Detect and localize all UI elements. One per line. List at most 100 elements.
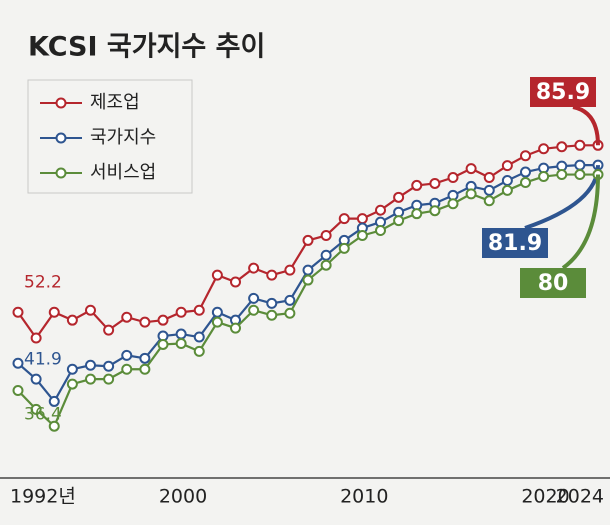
chart-title: KCSI 국가지수 추이: [28, 32, 265, 63]
x-tick-label: 2020: [521, 486, 569, 508]
data-point: [356, 213, 368, 225]
legend-marker: [55, 167, 67, 179]
legend-marker: [55, 132, 67, 144]
data-point: [139, 316, 151, 328]
data-point: [338, 213, 350, 225]
data-point: [175, 337, 187, 349]
data-point: [103, 373, 115, 385]
data-point: [501, 184, 513, 196]
data-point: [520, 166, 531, 178]
data-point: [447, 198, 459, 210]
label-connector: [572, 105, 600, 146]
data-point: [66, 314, 78, 326]
legend-label: 제조업: [90, 92, 140, 113]
data-point: [193, 345, 205, 357]
data-point: [103, 324, 115, 336]
legend-box: [27, 79, 193, 194]
data-point: [85, 373, 96, 385]
data-label: 36.4: [24, 405, 62, 425]
data-point: [66, 363, 78, 375]
data-point: [193, 304, 205, 316]
x-tick-label: 2010: [340, 486, 388, 508]
data-point: [375, 204, 386, 216]
data-point: [465, 188, 477, 200]
data-point: [284, 264, 296, 276]
label-box: [530, 77, 596, 107]
data-point: [12, 306, 24, 318]
data-point: [266, 297, 278, 309]
data-point: [574, 169, 586, 181]
legend-marker: [55, 97, 67, 109]
data-point: [284, 294, 296, 306]
data-point: [556, 141, 568, 153]
data-point: [447, 172, 459, 184]
data-point: [393, 191, 405, 203]
data-label: 52.2: [24, 272, 62, 292]
data-point: [12, 385, 24, 397]
data-point: [302, 274, 314, 286]
data-point: [139, 363, 151, 375]
data-point: [483, 184, 495, 196]
x-tick-label: 2024: [556, 486, 604, 508]
label-box: [482, 228, 548, 258]
data-point: [429, 205, 441, 217]
data-point: [538, 143, 550, 155]
data-point: [175, 306, 187, 318]
data-point: [121, 349, 133, 361]
data-point: [501, 160, 513, 172]
data-point: [356, 229, 368, 241]
data-point: [520, 150, 531, 162]
data-point: [501, 174, 513, 186]
data-point: [483, 172, 495, 184]
data-point: [248, 304, 260, 316]
data-point: [393, 215, 405, 227]
data-point: [302, 234, 314, 246]
data-point: [230, 276, 241, 288]
series-line: [17, 173, 598, 429]
data-point: [12, 357, 24, 369]
data-point: [302, 264, 314, 276]
data-point: [66, 378, 78, 390]
data-point: [483, 195, 495, 207]
data-point: [30, 332, 42, 344]
data-point: [266, 309, 278, 321]
data-point: [520, 176, 531, 188]
data-point: [411, 179, 423, 191]
data-point: [320, 249, 332, 261]
data-point: [320, 259, 332, 271]
data-point: [157, 314, 169, 326]
legend-label: 국가지수: [90, 127, 156, 148]
data-point: [48, 420, 60, 432]
data-point: [139, 352, 151, 364]
x-tick-label: 1992년: [10, 486, 76, 508]
data-point: [248, 292, 260, 304]
data-label: 41.9: [24, 349, 62, 369]
data-point: [211, 269, 223, 281]
data-point: [375, 225, 386, 237]
label-box: [520, 268, 586, 298]
data-point: [193, 331, 205, 343]
data-point: [30, 373, 42, 385]
data-point: [175, 328, 187, 340]
data-point: [48, 306, 60, 318]
data-point: [538, 171, 550, 183]
data-point: [211, 316, 223, 328]
data-point: [121, 363, 133, 375]
data-point: [85, 359, 96, 371]
data-point: [48, 395, 60, 407]
data-point: [211, 306, 223, 318]
data-point: [556, 169, 568, 181]
data-label: 85.9: [536, 80, 590, 105]
data-point: [121, 311, 133, 323]
legend-label: 서비스업: [90, 162, 156, 183]
x-tick-label: 2000: [159, 486, 207, 508]
label-connector: [561, 174, 600, 270]
data-point: [574, 159, 586, 171]
data-point: [574, 139, 586, 151]
data-point: [157, 338, 169, 350]
data-point: [85, 304, 96, 316]
data-point: [30, 403, 42, 415]
data-point: [465, 163, 477, 175]
data-point: [338, 242, 350, 254]
data-point: [411, 208, 423, 220]
